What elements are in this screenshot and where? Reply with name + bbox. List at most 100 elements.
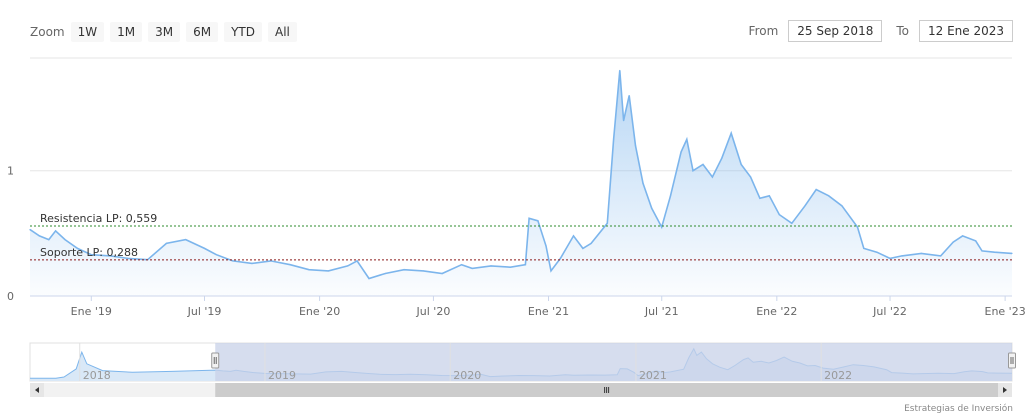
data-point: [356, 260, 358, 262]
x-tick-label: Ene '21: [528, 305, 569, 318]
data-point: [165, 242, 167, 244]
data-point: [804, 205, 806, 207]
data-point: [550, 270, 552, 272]
x-axis: Ene '19 Jul '19 Ene '20 Jul '20 Ene '21 Jul '…: [30, 295, 1026, 318]
navigator-year-label: 2021: [639, 369, 667, 382]
from-label: From: [748, 24, 779, 38]
zoom-all-button[interactable]: All: [268, 22, 297, 42]
data-point: [759, 197, 761, 199]
data-point: [327, 270, 329, 272]
data-point: [76, 247, 79, 249]
x-tick-label: Ene '23: [985, 305, 1026, 318]
data-point: [1011, 252, 1013, 254]
data-point: [524, 264, 527, 266]
data-point: [889, 257, 891, 259]
data-point: [537, 220, 539, 222]
data-point: [368, 277, 370, 280]
y-axis: 01: [7, 165, 14, 303]
x-tick-label: Jul '21: [644, 305, 679, 318]
from-date-input[interactable]: 25 Sep 2018: [788, 20, 883, 42]
data-point: [545, 245, 547, 247]
credits-text: Estrategias de Inversión: [904, 404, 1013, 414]
data-point: [669, 195, 672, 197]
data-point: [962, 235, 964, 237]
data-point: [952, 241, 954, 243]
support-label: Soporte LP: 0,288: [40, 246, 138, 259]
x-tick-label: Ene '20: [299, 305, 340, 318]
chevron-right-icon: [1003, 387, 1007, 393]
data-point: [651, 207, 653, 209]
resistance-label: Resistencia LP: 0,559: [40, 212, 157, 225]
zoom-toolbar: Zoom 1W 1M 3M 6M YTD All: [30, 20, 303, 44]
data-point: [441, 272, 443, 275]
zoom-1m-button[interactable]: 1M: [110, 22, 143, 42]
zoom-label: Zoom: [30, 25, 65, 39]
data-point: [920, 252, 922, 254]
data-point: [750, 176, 752, 178]
data-point: [680, 151, 682, 153]
data-point: [55, 230, 57, 232]
navigator-year-label: 2020: [453, 369, 481, 382]
data-point: [768, 195, 770, 197]
zoom-3m-button[interactable]: 3M: [148, 22, 181, 42]
to-label: To: [896, 24, 909, 38]
data-point: [64, 239, 66, 241]
navigator-year-label: 2019: [268, 369, 296, 382]
data-point: [384, 272, 386, 275]
data-point: [613, 138, 615, 140]
data-point: [841, 205, 843, 207]
data-point: [232, 260, 234, 262]
data-point: [791, 222, 793, 224]
data-point: [661, 226, 663, 228]
data-point: [289, 264, 291, 266]
data-point: [606, 222, 608, 224]
data-point: [582, 247, 584, 249]
data-point: [901, 255, 903, 257]
zoom-6m-button[interactable]: 6M: [186, 22, 219, 42]
data-point: [590, 242, 592, 244]
data-point: [90, 254, 92, 256]
data-point: [270, 260, 272, 262]
data-point: [509, 266, 511, 268]
data-point: [993, 251, 996, 253]
data-point: [628, 95, 630, 97]
data-point: [721, 157, 723, 159]
data-point: [642, 182, 644, 184]
scrollbar[interactable]: [30, 383, 1012, 397]
data-point: [876, 251, 878, 253]
data-point: [975, 240, 977, 242]
data-point: [403, 269, 405, 271]
navigator-year-label: 2022: [824, 369, 852, 382]
navigator-handle-right: [1008, 352, 1016, 369]
navigator[interactable]: 2018 2019 2020 2021 2022: [29, 342, 1016, 382]
data-point: [215, 254, 217, 256]
data-point: [528, 217, 530, 219]
data-point: [730, 132, 732, 134]
data-point: [48, 239, 50, 241]
data-point: [110, 255, 112, 257]
x-tick-label: Ene '22: [756, 305, 797, 318]
navigator-handle-left: [211, 352, 220, 369]
x-tick-label: Jul '20: [416, 305, 451, 318]
data-point: [559, 257, 562, 259]
to-date-input[interactable]: 12 Ene 2023: [918, 20, 1013, 42]
data-point: [572, 235, 575, 237]
data-point: [740, 163, 742, 166]
data-point: [981, 250, 983, 252]
date-range-selector: From 25 Sep 2018 To 12 Ene 2023: [749, 20, 1013, 42]
data-point: [461, 264, 463, 266]
data-point: [686, 138, 688, 140]
data-point: [308, 269, 310, 271]
data-point: [251, 262, 253, 264]
zoom-1w-button[interactable]: 1W: [70, 22, 105, 42]
data-point: [490, 265, 492, 267]
x-tick-label: Ene '19: [71, 305, 112, 318]
data-point: [863, 247, 865, 249]
data-point: [471, 267, 473, 269]
series-area: [29, 69, 1013, 296]
annotations: Resistencia LP: 0,559 Soporte LP: 0,288: [30, 212, 1012, 261]
series-area-fill: [30, 70, 1012, 296]
zoom-ytd-button[interactable]: YTD: [224, 22, 262, 42]
data-point: [347, 265, 349, 267]
